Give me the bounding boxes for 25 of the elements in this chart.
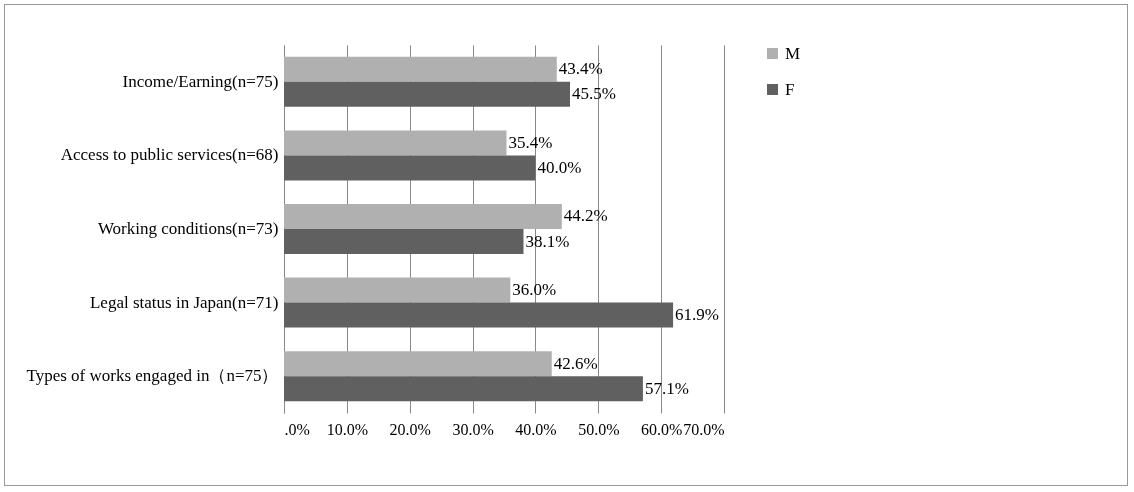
x-tick-label: 60.0% (640, 420, 683, 438)
data-label: 45.5% (572, 84, 616, 104)
data-label: 61.9% (675, 305, 720, 325)
data-label: 38.1% (525, 231, 570, 251)
y-tick-label: Legal status in Japan(n=71) (89, 292, 279, 312)
data-label: 35.4% (508, 132, 553, 152)
x-tick-label: 40.0% (515, 420, 557, 438)
legend-label: F (785, 79, 795, 99)
data-label: 43.4% (558, 59, 603, 79)
data-label: 40.0% (537, 157, 582, 177)
x-tick-label: .0% (284, 420, 310, 438)
x-tick-label: 30.0% (452, 420, 494, 438)
x-tick-label: 70.0% (683, 420, 725, 438)
x-tick-label: 50.0% (578, 420, 620, 438)
data-label: 42.6% (553, 353, 598, 373)
y-tick-label: Income/Earning(n=75) (122, 71, 279, 91)
data-label: 44.2% (563, 206, 608, 226)
data-label: 57.1% (644, 378, 689, 398)
y-tick-label: Types of works engaged in（n=75） (26, 366, 279, 386)
x-tick-label: 10.0% (326, 420, 369, 438)
data-label: 36.0% (512, 280, 557, 300)
y-tick-label: Access to public services(n=68) (60, 145, 279, 165)
x-tick-label: 20.0% (389, 420, 431, 438)
legend-label: M (785, 43, 801, 63)
y-tick-label: Working conditions(n=73) (97, 219, 279, 238)
